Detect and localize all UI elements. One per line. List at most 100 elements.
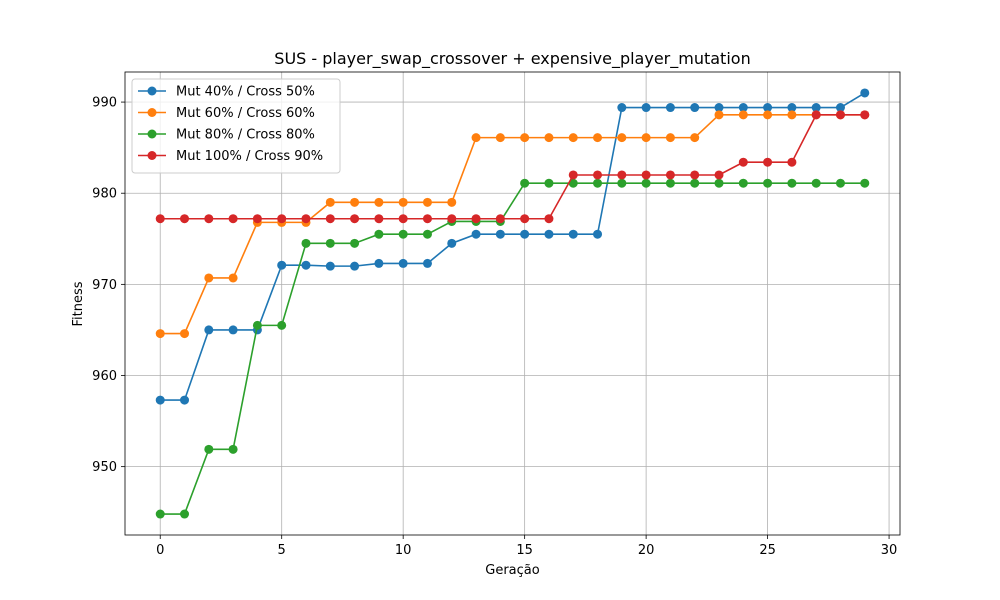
data-point bbox=[690, 103, 700, 113]
data-point bbox=[447, 214, 457, 224]
data-point bbox=[665, 170, 675, 180]
data-point bbox=[787, 178, 797, 188]
data-point bbox=[835, 103, 845, 113]
data-point bbox=[471, 133, 481, 143]
data-point bbox=[350, 261, 360, 271]
series-line bbox=[160, 182, 865, 515]
chart-title: SUS - player_swap_crossover + expensive_… bbox=[274, 49, 750, 69]
data-point bbox=[641, 103, 651, 113]
data-point bbox=[228, 325, 238, 335]
x-axis-label: Geração bbox=[485, 563, 539, 578]
data-point bbox=[835, 110, 845, 120]
data-point bbox=[155, 509, 165, 519]
data-point bbox=[495, 229, 505, 239]
data-point bbox=[204, 214, 214, 224]
data-point bbox=[301, 238, 311, 248]
data-point bbox=[544, 133, 554, 143]
data-point bbox=[690, 170, 700, 180]
data-point bbox=[593, 170, 603, 180]
data-point bbox=[568, 229, 578, 239]
legend-item: Mut 100% / Cross 90% bbox=[138, 149, 323, 164]
data-point bbox=[325, 197, 335, 207]
data-point bbox=[593, 178, 603, 188]
data-point bbox=[860, 110, 870, 120]
legend-label: Mut 60% / Cross 60% bbox=[176, 106, 315, 121]
data-point bbox=[568, 133, 578, 143]
axes: 0 5 10 15 20 25 30 950 960 970 980 990 bbox=[92, 71, 901, 558]
data-point bbox=[520, 133, 530, 143]
x-tick-label: 20 bbox=[638, 543, 655, 558]
data-point bbox=[325, 238, 335, 248]
data-point bbox=[374, 258, 384, 268]
data-point bbox=[398, 214, 408, 224]
series-4 bbox=[155, 110, 870, 224]
data-point bbox=[617, 170, 627, 180]
data-point bbox=[471, 214, 481, 224]
x-tick-label: 30 bbox=[881, 543, 898, 558]
data-point bbox=[763, 178, 773, 188]
data-point bbox=[641, 178, 651, 188]
series-3 bbox=[155, 178, 870, 519]
legend-swatch-marker bbox=[147, 108, 157, 117]
data-point bbox=[374, 197, 384, 207]
data-point bbox=[204, 325, 214, 335]
legend-swatch-marker bbox=[147, 86, 157, 96]
legend-item: Mut 80% / Cross 80% bbox=[138, 128, 315, 143]
data-point bbox=[495, 214, 505, 224]
data-point bbox=[398, 197, 408, 207]
data-point bbox=[350, 214, 360, 224]
data-point bbox=[714, 178, 724, 188]
data-point bbox=[301, 260, 311, 270]
data-point bbox=[811, 103, 821, 113]
data-point bbox=[447, 238, 457, 248]
data-point bbox=[665, 178, 675, 188]
data-point bbox=[763, 110, 773, 120]
plot-frame bbox=[124, 71, 901, 536]
data-point bbox=[665, 103, 675, 113]
data-point bbox=[350, 238, 360, 248]
data-point bbox=[277, 214, 287, 224]
data-point bbox=[180, 395, 190, 405]
legend-label: Mut 100% / Cross 90% bbox=[176, 149, 323, 164]
data-point bbox=[690, 133, 700, 143]
data-point bbox=[155, 214, 165, 224]
data-point bbox=[374, 214, 384, 224]
data-point bbox=[860, 178, 870, 188]
x-tick-label: 25 bbox=[759, 543, 776, 558]
data-point bbox=[520, 178, 530, 188]
data-point bbox=[738, 110, 748, 120]
data-point bbox=[398, 258, 408, 268]
data-point bbox=[180, 329, 190, 339]
x-tick-label: 0 bbox=[156, 543, 164, 558]
data-point bbox=[398, 229, 408, 239]
legend-swatch-marker bbox=[147, 129, 157, 139]
y-axis-label: Fitness bbox=[71, 281, 86, 326]
data-point bbox=[617, 103, 627, 113]
data-point bbox=[325, 214, 335, 224]
legend-item: Mut 60% / Cross 60% bbox=[138, 106, 315, 121]
data-point bbox=[350, 197, 360, 207]
data-point bbox=[811, 178, 821, 188]
data-point bbox=[641, 170, 651, 180]
data-point bbox=[325, 261, 335, 271]
data-point bbox=[617, 133, 627, 143]
data-point bbox=[763, 103, 773, 113]
data-point bbox=[544, 229, 554, 239]
y-tick-label: 970 bbox=[92, 278, 117, 293]
data-point bbox=[835, 178, 845, 188]
data-point bbox=[471, 229, 481, 239]
data-point bbox=[738, 157, 748, 167]
data-point bbox=[520, 229, 530, 239]
data-point bbox=[228, 273, 238, 283]
legend-label: Mut 80% / Cross 80% bbox=[176, 128, 315, 143]
data-point bbox=[714, 110, 724, 120]
legend-swatch-marker bbox=[147, 151, 157, 160]
legend-item: Mut 40% / Cross 50% bbox=[138, 85, 315, 100]
data-point bbox=[738, 178, 748, 188]
y-tick-label: 980 bbox=[92, 187, 117, 202]
x-tick-label: 5 bbox=[278, 543, 286, 558]
y-tick-label: 950 bbox=[92, 460, 117, 475]
data-point bbox=[714, 103, 724, 113]
data-point bbox=[690, 178, 700, 188]
